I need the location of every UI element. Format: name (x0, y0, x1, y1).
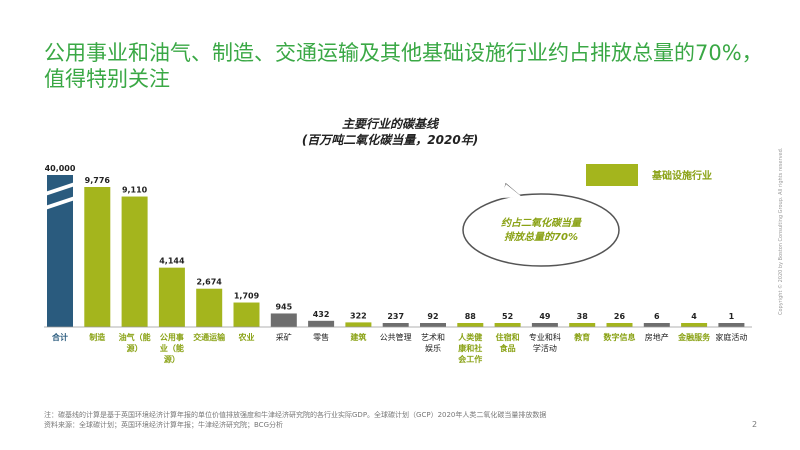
category-label-10: 艺术和娱乐 (421, 332, 445, 353)
value-label-0: 40,000 (45, 164, 76, 173)
category-label-6: 采矿 (276, 332, 292, 342)
bar-13 (531, 323, 558, 327)
category-label-13: 专业和科学活动 (529, 332, 561, 353)
category-label-4: 交通运输 (193, 332, 226, 342)
bar-0 (47, 175, 73, 327)
bar-3 (158, 267, 185, 327)
bar-7 (308, 320, 335, 327)
value-label-18: 1 (729, 312, 735, 321)
bar-10 (420, 323, 446, 327)
category-label-11: 人类健康和社会工作 (458, 332, 482, 364)
bar-8 (345, 322, 372, 327)
value-label-10: 92 (427, 312, 438, 321)
category-label-3: 公用事业（能源） (160, 332, 184, 364)
category-label-18: 家庭活动 (715, 332, 747, 342)
page-number: 2 (752, 420, 758, 429)
category-label-17: 金融服务 (677, 332, 711, 342)
bar-12 (494, 323, 521, 327)
axis-break-mark-1 (45, 196, 75, 210)
category-label-8: 建筑 (349, 332, 366, 342)
legend-swatch (586, 164, 638, 186)
value-label-6: 945 (275, 302, 292, 311)
footnote: 注：碳基线的计算是基于英国环境经济计算年报的单位价值排放强度和牛津经济研究院的各… (44, 410, 744, 430)
value-label-13: 49 (539, 312, 551, 321)
value-label-17: 4 (691, 312, 697, 321)
value-label-8: 322 (350, 311, 367, 320)
copyright-notice: Copyright © 2020 by Boston Consulting Gr… (778, 147, 784, 315)
bar-17 (681, 323, 708, 327)
chart-title-block: 主要行业的碳基线 (百万吨二氧化碳当量，2020年) (270, 116, 510, 148)
bar-15 (606, 323, 633, 327)
value-label-11: 88 (465, 312, 477, 321)
chart-title: 主要行业的碳基线 (341, 117, 438, 131)
value-label-5: 1,709 (234, 292, 260, 301)
legend-label: 基础设施行业 (651, 169, 712, 182)
category-label-14: 教育 (573, 332, 590, 342)
category-label-1: 制造 (89, 332, 105, 342)
value-label-9: 237 (387, 312, 404, 321)
category-label-12: 住宿和食品 (496, 332, 520, 353)
bar-2 (121, 196, 148, 327)
category-label-5: 农业 (238, 332, 255, 342)
bar-6 (270, 313, 297, 327)
category-label-7: 零售 (313, 332, 329, 342)
value-label-7: 432 (313, 310, 330, 319)
callout-line-1: 约占二氧化碳当量 (501, 217, 583, 229)
category-label-2: 油气（能源） (119, 332, 151, 353)
category-label-9: 公共管理 (380, 332, 412, 342)
footnote-source: 资料来源：全球碳计划；英国环境经济计算年报；牛津经济研究院；BCG分析 (44, 421, 283, 429)
category-labels-group: 合计 制造 油气（能源） 公用事业（能源） 交通运输 农业 采矿 零售 建筑 公共管理 艺术和娱乐人… (51, 332, 747, 364)
bar-14 (569, 323, 596, 327)
value-label-2: 9,110 (122, 186, 148, 195)
bar-4 (196, 288, 223, 327)
bar-9 (382, 323, 409, 327)
category-label-16: 房地产 (645, 332, 669, 342)
callout-line-2: 排放总量的70% (504, 231, 578, 243)
callout-tail-fill (500, 184, 522, 198)
chart-subtitle: (百万吨二氧化碳当量，2020年) (301, 133, 479, 147)
value-label-1: 9,776 (85, 176, 111, 185)
category-label-15: 数字信息 (604, 332, 636, 342)
value-label-15: 26 (614, 312, 626, 321)
bar-16 (643, 323, 670, 327)
value-label-14: 38 (577, 312, 589, 321)
category-label-0: 合计 (51, 332, 68, 342)
value-label-16: 6 (654, 312, 660, 321)
bar-18 (718, 323, 745, 327)
bars-group (45, 175, 745, 327)
axis-break-mark-0 (45, 182, 75, 196)
bar-1 (84, 187, 111, 327)
value-label-3: 4,144 (159, 257, 185, 266)
bar-5 (233, 302, 260, 327)
callout-bubble (462, 193, 620, 267)
value-labels-group: 40,000 9,776 9,110 4,144 2,674 1,709 945 432 322… (45, 164, 735, 321)
footnote-note: 注：碳基线的计算是基于英国环境经济计算年报的单位价值排放强度和牛津经济研究院的各… (44, 411, 547, 419)
bar-11 (457, 323, 484, 327)
value-label-12: 52 (502, 312, 513, 321)
slide-title: 公用事业和油气、制造、交通运输及其他基础设施行业约占排放总量的70%，值得特别关… (44, 41, 763, 91)
value-label-4: 2,674 (197, 278, 223, 287)
